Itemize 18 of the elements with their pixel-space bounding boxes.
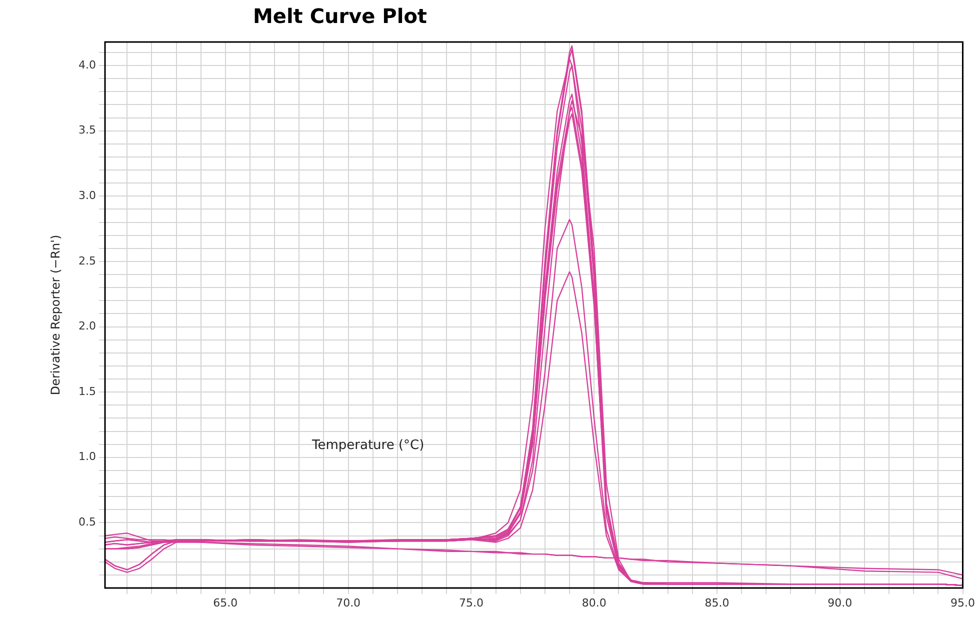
y-axis-title: Derivative Reporter (−Rn') (48, 234, 62, 396)
x-tick-label: 80.0 (582, 596, 606, 610)
x-axis-title: Temperature (°C) (312, 438, 424, 453)
x-tick-label: 95.0 (950, 596, 976, 610)
y-tick-label: 3.0 (78, 188, 96, 202)
x-tick-label: 75.0 (458, 596, 484, 610)
x-tick-label: 90.0 (828, 596, 852, 610)
y-tick-label: 4.0 (78, 58, 96, 72)
y-tick-label: 2.5 (78, 254, 96, 268)
chart-title: Melt Curve Plot (252, 4, 428, 28)
x-tick-label: 85.0 (704, 596, 730, 610)
x-tick-label: 65.0 (213, 596, 238, 610)
y-tick-label: 1.0 (78, 450, 96, 464)
y-tick-label: 3.5 (78, 124, 96, 137)
x-tick-label: 70.0 (336, 596, 361, 610)
y-tick-label: 2.0 (78, 320, 96, 333)
y-tick-label: 1.5 (78, 384, 96, 398)
y-tick-label: 0.5 (78, 516, 96, 529)
